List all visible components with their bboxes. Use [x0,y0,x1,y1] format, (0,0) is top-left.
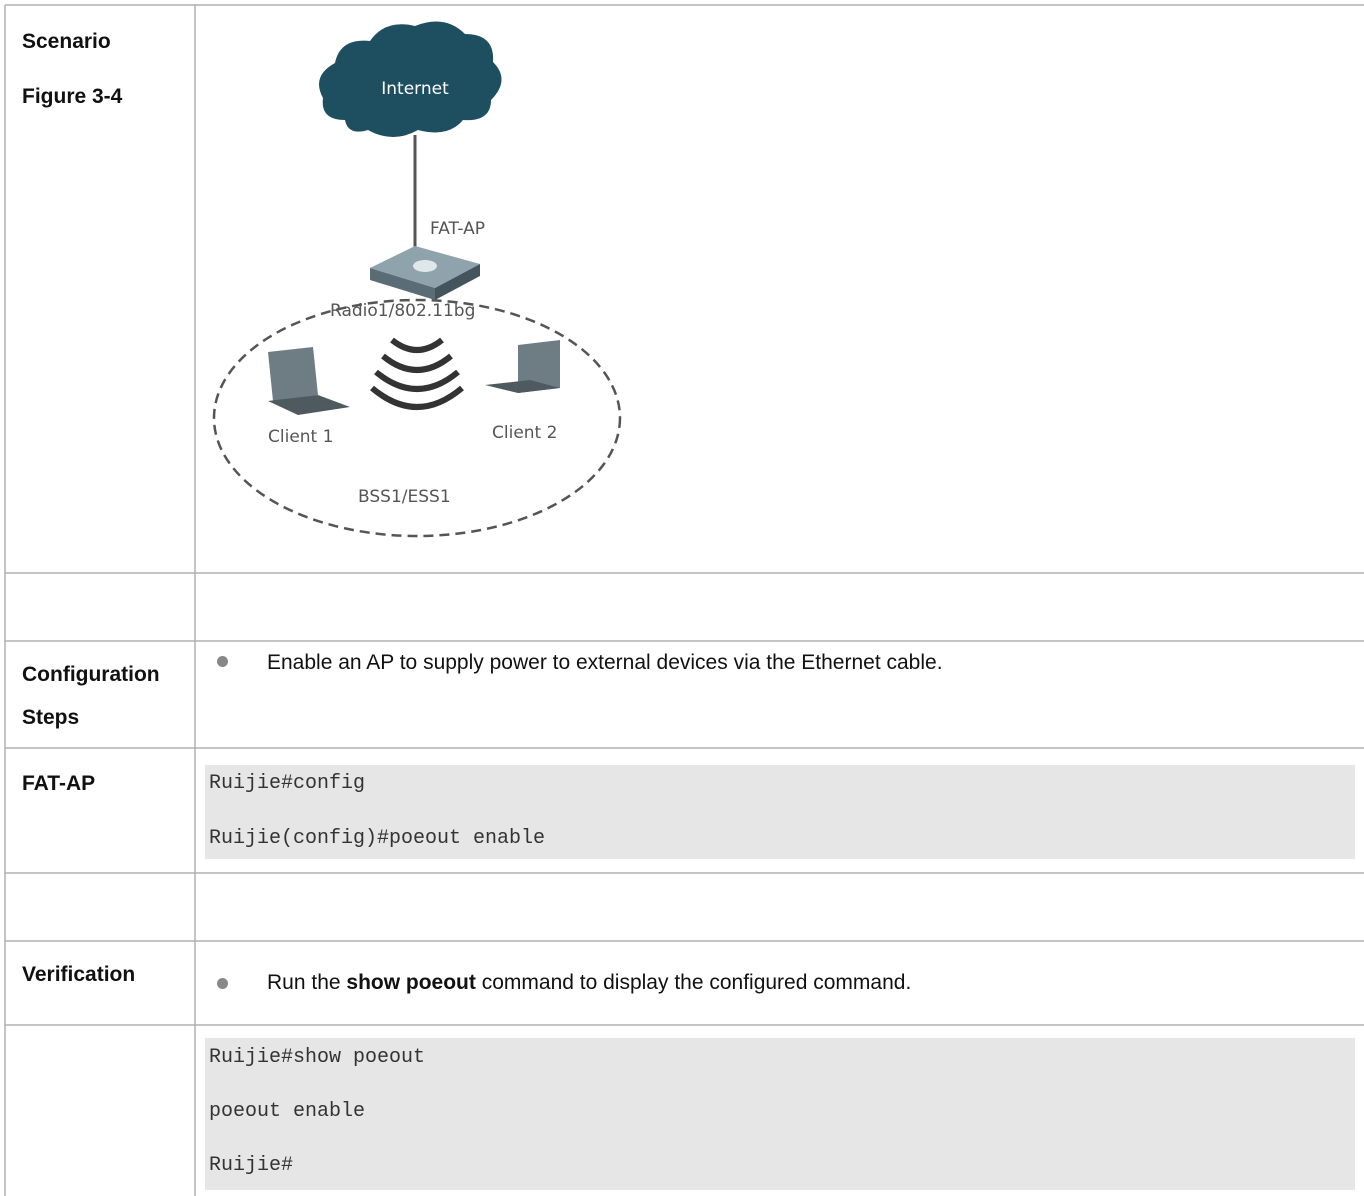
bullet [217,656,228,667]
radio-waves [370,337,464,410]
text: Run the [267,971,347,994]
code-line: Ruijie# [209,1154,294,1177]
laptop-screen [268,347,318,401]
text: command to display the configured comman… [475,971,912,994]
ap-label: FAT-AP [430,219,485,239]
cloud-label: Internet [381,79,449,99]
code-line: Ruijie#config [209,772,366,795]
network-diagram: Internet FAT-AP Radio1/802.11bg Client 1… [212,21,622,538]
bullet-text: Enable an AP to supply power to external… [267,651,943,674]
row-header: Figure 3-4 [22,85,123,108]
client-label: Client 2 [492,423,557,443]
laptop-base [268,395,350,415]
bullet [217,978,228,989]
command: show poeout [346,971,476,994]
bss-boundary [212,298,622,538]
row-header: Configuration [22,663,160,686]
laptop-screen [518,340,560,393]
code-line: Ruijie(config)#poeout enable [209,827,546,850]
laptop-base [485,380,560,393]
code-line: Ruijie#show poeout [209,1046,426,1069]
radio-label: Radio1/802.11bg [330,301,475,321]
row-header: Verification [22,963,136,986]
code-block [205,765,1355,859]
ap-side [435,264,480,300]
code-block [205,1038,1355,1190]
bss-label: BSS1/ESS1 [358,487,451,507]
bullet-text: Run the show poeout command to display t… [267,970,911,996]
row-header: Scenario [22,30,111,53]
row-header: Steps [22,706,80,729]
ap-side [370,268,435,300]
client-label: Client 1 [268,427,333,447]
row-header: FAT-AP [22,772,96,795]
cloud [319,21,502,137]
ap-logo [413,260,437,272]
grid-lines [4,4,1364,1196]
code-line: poeout enable [209,1100,366,1123]
